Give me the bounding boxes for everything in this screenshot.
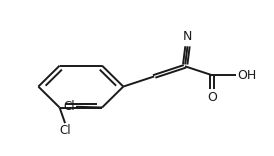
Text: O: O [207, 90, 217, 104]
Text: Cl: Cl [59, 124, 71, 137]
Text: OH: OH [237, 69, 256, 82]
Text: Cl: Cl [63, 100, 75, 113]
Text: N: N [183, 30, 192, 43]
